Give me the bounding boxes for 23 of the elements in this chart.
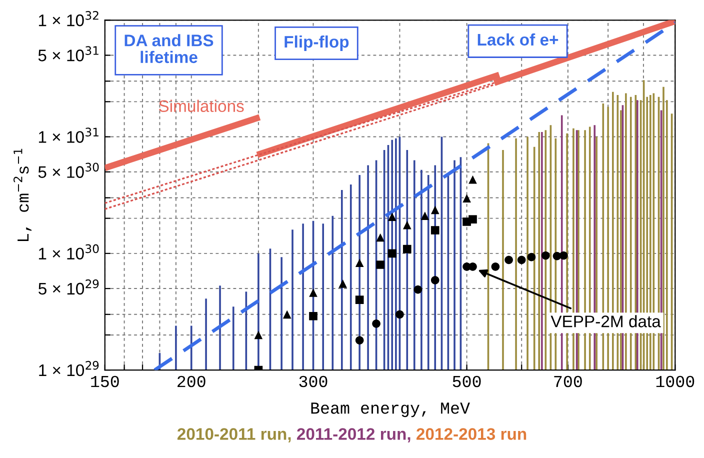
x-tick-label: 500	[452, 376, 481, 388]
x-tick-label: 200	[178, 376, 206, 388]
y-tick-label: 1 × 10$^{32}$	[38, 11, 98, 26]
x-tick-label: 700	[554, 376, 582, 388]
y-tick-label: 5 × 10$^{29}$	[38, 279, 99, 295]
x-axis-title: Beam energy, MeV	[311, 402, 470, 418]
annotation: Flip-flop	[284, 35, 349, 52]
annotation: Simulations	[158, 100, 244, 112]
annotation: VEPP-2M data	[550, 315, 661, 328]
y-tick-label: 5 × 10$^{30}$	[38, 162, 99, 178]
text: 2010-2011 run,	[177, 428, 291, 442]
annotation: DA and IBS lifetime	[124, 34, 214, 64]
y-tick-label: 1 × 10$^{31}$	[38, 128, 98, 143]
legend-label: 2012-2013 run	[416, 428, 526, 440]
text: 2011-2012 run,	[296, 428, 410, 442]
y-axis-title: L, cm$^{−2}$s$^{−1}$	[14, 148, 32, 242]
annotation: Lack of e+	[478, 33, 558, 46]
y-tick-label: 1 × 10$^{30}$	[38, 244, 99, 260]
x-tick-label: 1000	[656, 376, 694, 388]
y-tick-label: 5 × 10$^{31}$	[38, 46, 98, 62]
x-tick-label: 300	[299, 376, 328, 388]
y-tick-label: 1 × 10$^{29}$	[39, 360, 99, 376]
x-tick-label: 150	[91, 376, 119, 388]
